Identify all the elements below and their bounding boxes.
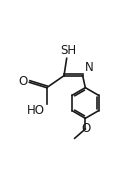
Text: HO: HO: [27, 104, 45, 117]
Text: N: N: [85, 61, 94, 74]
Text: SH: SH: [60, 44, 76, 57]
Text: O: O: [81, 123, 91, 135]
Text: O: O: [19, 75, 28, 88]
